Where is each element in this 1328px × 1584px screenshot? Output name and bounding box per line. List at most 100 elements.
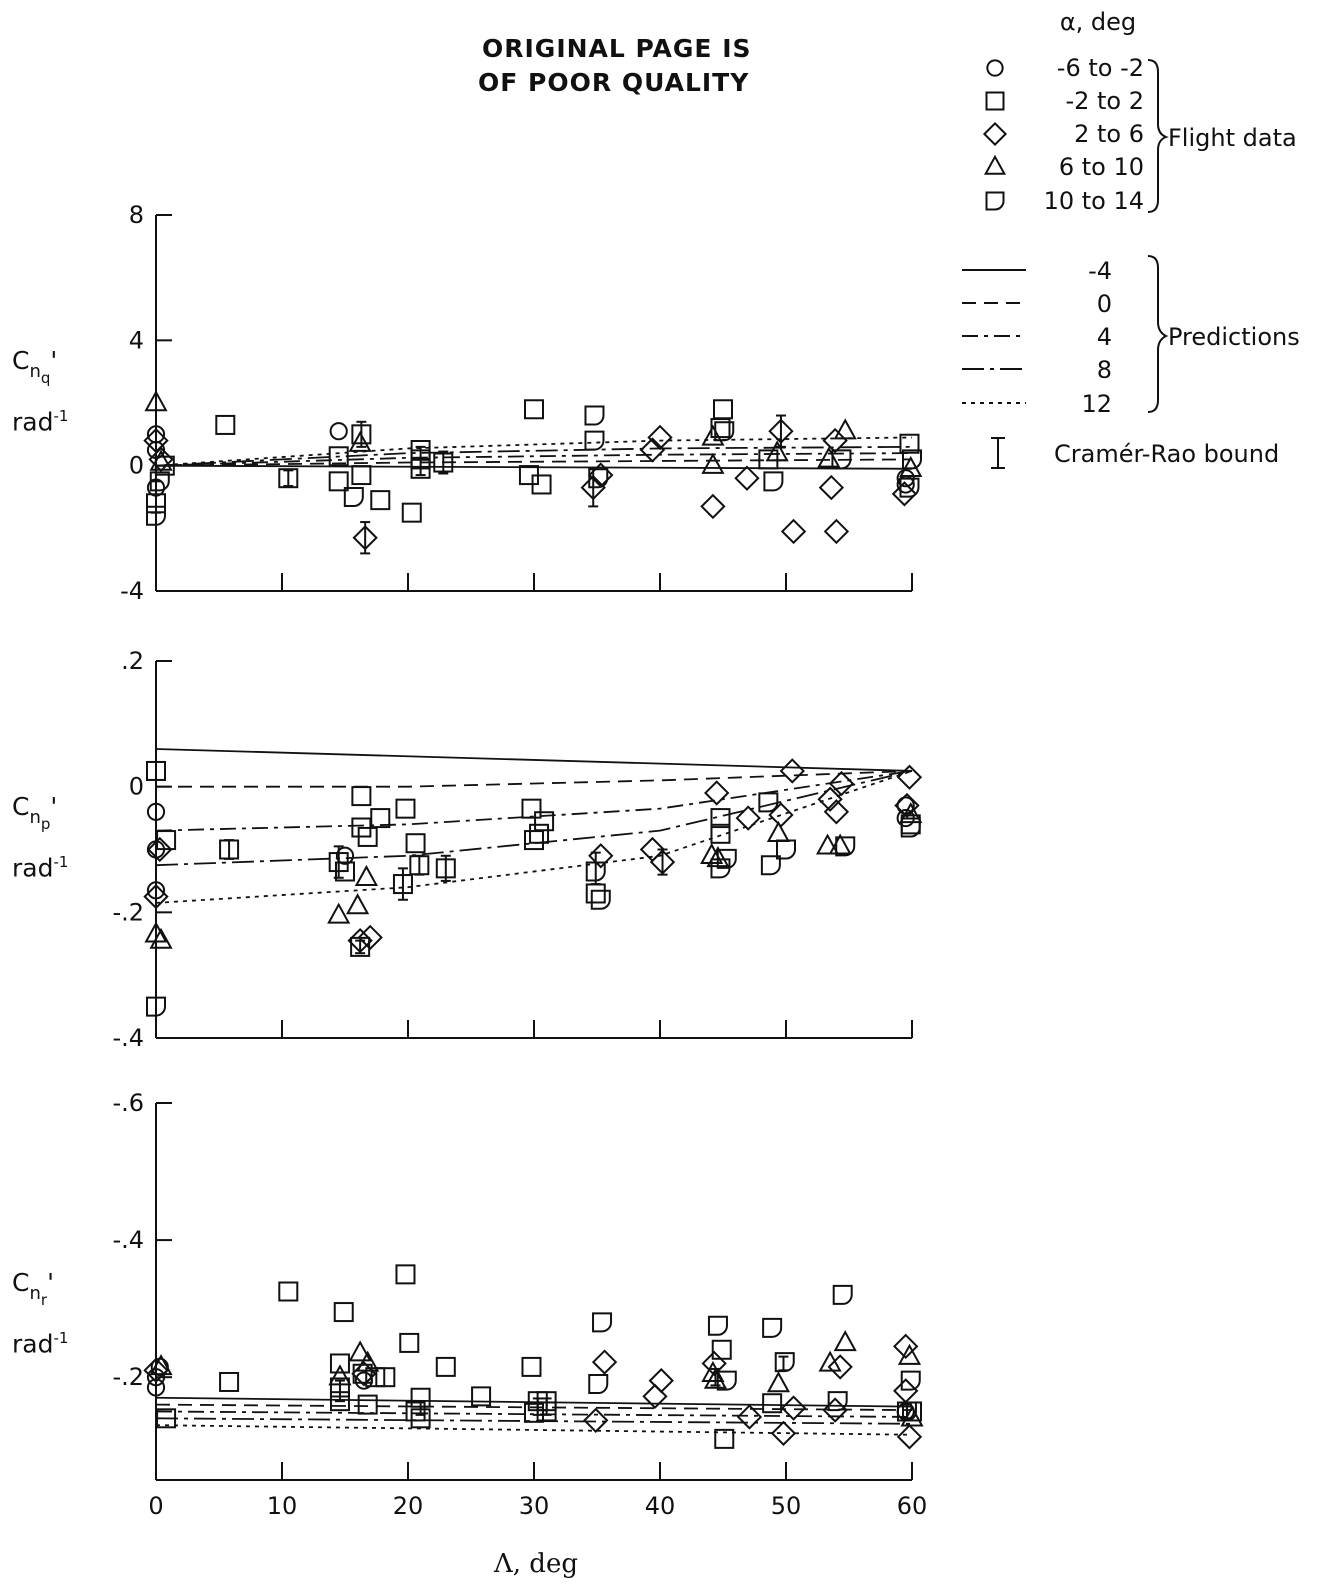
ylabel-cnq: Cnq' rad-1 bbox=[12, 346, 68, 437]
point-3-square-30 bbox=[762, 1393, 783, 1414]
y-tick-label-2-2: 0 bbox=[129, 773, 144, 801]
point-3-triangle-48 bbox=[328, 1364, 352, 1386]
panels: -4 0 4 8 -.4 -.2 0 .2 -.6 -.4 -.2 0 10 20 30 40 50 60 bbox=[112, 201, 927, 1520]
point-3-square-26 bbox=[536, 1401, 557, 1422]
point-3-triangle-54 bbox=[818, 1350, 842, 1372]
ylabel-cnq-sub: n bbox=[29, 361, 41, 382]
point-3-square-17 bbox=[399, 1332, 420, 1353]
point-3-flag-60 bbox=[707, 1315, 728, 1336]
prediction-2-alpha-4 bbox=[155, 770, 913, 832]
point-3-diamond-42 bbox=[822, 1397, 848, 1423]
point-3-square-11 bbox=[329, 1391, 350, 1412]
point-2-square-18 bbox=[392, 874, 413, 895]
point-2-square-15 bbox=[395, 798, 416, 819]
point-1-flag-56 bbox=[588, 468, 609, 489]
point-1-square-26 bbox=[899, 433, 920, 454]
point-3-flag-65 bbox=[827, 1391, 848, 1412]
error-bar-2-3 bbox=[414, 854, 425, 876]
ylabel-cnq-subsub: q bbox=[40, 369, 51, 387]
point-3-triangle-57 bbox=[900, 1405, 924, 1427]
point-1-square-11 bbox=[328, 471, 349, 492]
point-1-square-9 bbox=[278, 468, 299, 489]
point-2-triangle-48 bbox=[346, 893, 370, 915]
point-1-square-14 bbox=[370, 490, 391, 511]
y-tick-label-1-1: 0 bbox=[129, 452, 144, 480]
point-2-triangle-45 bbox=[144, 921, 168, 943]
prediction-1-alpha-12 bbox=[155, 436, 913, 467]
point-1-square-10 bbox=[328, 446, 349, 467]
y-tick-label-3-0: -.6 bbox=[112, 1089, 144, 1117]
ylabel-cnr-sub: n bbox=[29, 1283, 41, 1304]
ylabel-cnr-unit-sup: -1 bbox=[53, 1329, 69, 1347]
point-3-diamond-38 bbox=[701, 1350, 727, 1377]
point-3-square-18 bbox=[405, 1401, 426, 1422]
prediction-1-alpha-0 bbox=[155, 458, 913, 467]
x-tick-label-0: 0 bbox=[148, 1492, 163, 1520]
legend-cr-label: Cramér-Rao bound bbox=[1054, 440, 1279, 468]
point-3-flag-59 bbox=[592, 1312, 613, 1333]
prediction-3-alpha-8 bbox=[155, 1417, 913, 1425]
point-3-diamond-35 bbox=[591, 1349, 618, 1375]
y-tick-label-2-1: -.2 bbox=[112, 898, 144, 926]
point-3-flag-64 bbox=[832, 1284, 853, 1305]
y-tick-label-1-2: 4 bbox=[129, 326, 144, 354]
point-2-diamond-38 bbox=[768, 802, 794, 828]
ylabel-cnp: Cnp' rad-1 bbox=[12, 792, 68, 883]
point-2-square-24 bbox=[585, 883, 606, 904]
point-1-square-22 bbox=[531, 474, 552, 495]
point-3-triangle-47 bbox=[149, 1354, 173, 1376]
error-bar-1-3 bbox=[438, 450, 449, 475]
point-3-triangle-55 bbox=[833, 1330, 857, 1352]
point-1-diamond-32 bbox=[639, 437, 666, 463]
ylabel-cnq-main: C bbox=[12, 346, 30, 375]
point-3-diamond-37 bbox=[648, 1367, 674, 1394]
point-1-flag-53 bbox=[343, 487, 364, 507]
point-2-square-21 bbox=[524, 830, 544, 851]
legend-prediction-label-1: 0 bbox=[1097, 290, 1112, 318]
point-2-square-23 bbox=[534, 811, 555, 832]
point-1-flag-60 bbox=[899, 477, 920, 498]
point-2-diamond-42 bbox=[828, 770, 855, 797]
error-bar-2-0 bbox=[224, 839, 235, 860]
point-3-circle-0 bbox=[146, 1368, 166, 1387]
point-2-flag-60 bbox=[716, 848, 737, 869]
ylabel-cnp-sub: n bbox=[29, 807, 41, 828]
legend-prediction-label-3: 8 bbox=[1097, 356, 1112, 384]
error-bar-1-7 bbox=[151, 480, 161, 514]
point-1-square-15 bbox=[401, 502, 422, 523]
point-3-flag-67 bbox=[896, 1401, 917, 1422]
ylabel-cnr-main: C bbox=[12, 1268, 30, 1297]
point-1-flag-58 bbox=[763, 471, 784, 492]
point-2-diamond-37 bbox=[735, 805, 761, 831]
point-3-diamond-44 bbox=[893, 1333, 919, 1360]
point-3-diamond-43 bbox=[827, 1354, 853, 1380]
prediction-3-alpha-0 bbox=[155, 1403, 913, 1411]
point-2-triangle-53 bbox=[815, 833, 840, 855]
point-3-diamond-34 bbox=[583, 1407, 609, 1434]
point-3-triangle-52 bbox=[703, 1367, 728, 1389]
ylabel-cnp-subsub: p bbox=[40, 815, 51, 833]
legend-title: α, deg bbox=[1060, 8, 1136, 36]
point-1-diamond-39 bbox=[823, 518, 850, 545]
point-3-flag-66 bbox=[900, 1370, 921, 1391]
point-3-square-8 bbox=[329, 1353, 350, 1374]
prediction-1-alpha--4 bbox=[155, 464, 913, 470]
point-2-flag-58 bbox=[590, 889, 611, 910]
point-3-triangle-56 bbox=[897, 1343, 922, 1365]
x-tick-label-3: 30 bbox=[519, 1492, 550, 1520]
legend-prediction-label-4: 12 bbox=[1081, 390, 1112, 418]
prediction-2-alpha-8 bbox=[155, 770, 913, 867]
point-2-diamond-39 bbox=[779, 758, 805, 784]
point-1-triangle-45 bbox=[701, 452, 725, 474]
point-1-diamond-36 bbox=[768, 418, 794, 444]
point-3-diamond-41 bbox=[780, 1395, 807, 1421]
y-tick-label-1-0: -4 bbox=[120, 577, 144, 605]
point-3-triangle-53 bbox=[766, 1371, 791, 1393]
point-2-flag-61 bbox=[758, 792, 779, 813]
prediction-1-alpha-8 bbox=[155, 445, 913, 467]
point-1-triangle-44 bbox=[348, 430, 372, 452]
point-3-diamond-36 bbox=[642, 1383, 668, 1410]
point-2-square-16 bbox=[405, 833, 426, 854]
error-bar-3-5 bbox=[778, 1355, 789, 1372]
